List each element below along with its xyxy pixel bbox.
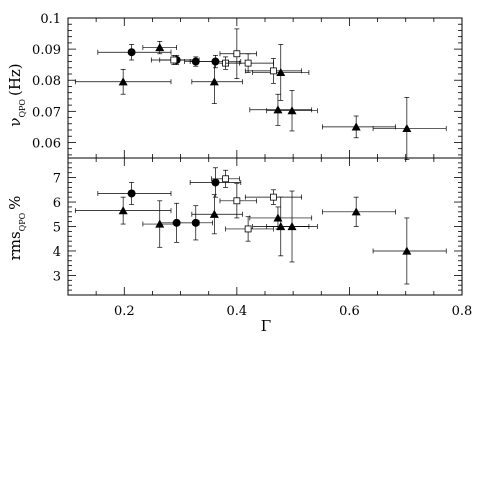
error-bar	[211, 169, 241, 188]
y-tick-label: 7	[53, 172, 61, 187]
error-bar	[322, 196, 396, 227]
triangle-point	[287, 222, 297, 231]
circle-point	[127, 48, 136, 57]
open-square-point	[233, 197, 241, 205]
triangle-point	[351, 207, 361, 216]
circle-point	[211, 57, 220, 66]
triangle-point	[351, 122, 361, 131]
svg-text:rmsQPO%: rmsQPO%	[6, 196, 27, 261]
bottom-ylabel: rmsQPO%	[6, 196, 27, 261]
x-axis-title: Γ	[261, 317, 271, 335]
circle-point	[127, 189, 136, 198]
y-tick-label: 3	[53, 269, 61, 284]
x-tick-label: 0.4	[227, 304, 248, 319]
top-ylabel-unit: (Hz)	[6, 63, 24, 96]
y-tick-label: 5	[53, 221, 61, 236]
y-tick-label: 6	[53, 196, 61, 211]
bottom-ylabel-unit: %	[6, 196, 24, 210]
error-bar	[372, 217, 447, 285]
svg-text:νQPO(Hz): νQPO (Hz)	[6, 63, 27, 126]
y-tick-label: 0.09	[32, 43, 61, 58]
triangle-point	[155, 219, 165, 228]
x-tick-label: 0.8	[452, 304, 473, 319]
triangle-point	[209, 77, 219, 86]
error-bar	[372, 96, 447, 160]
open-square-point	[233, 50, 241, 58]
open-square-point	[170, 56, 178, 64]
top-ylabel: νQPO (Hz)	[6, 63, 27, 126]
top-panel: 0.06 0.07 0.08 0.09 0.1	[32, 12, 463, 160]
triangle-point	[402, 123, 412, 133]
triangle-point	[276, 222, 286, 231]
circle-point	[191, 218, 200, 227]
triangle-point	[273, 105, 283, 114]
triangle-point	[118, 206, 128, 215]
bottom-panel: 0.2 0.4 0.6 0.8 3 4 5 6 7	[53, 157, 473, 319]
y-tick-label: 0.06	[32, 136, 61, 151]
triangle-point	[118, 77, 128, 86]
top-ylabel-symbol: ν	[6, 118, 24, 127]
y-tick-label: 0.08	[32, 74, 61, 89]
triangle-point	[402, 246, 412, 255]
top-ylabel-sub: QPO	[18, 99, 27, 118]
open-square-point	[270, 193, 277, 201]
circle-point	[211, 178, 220, 187]
error-bar	[191, 59, 243, 104]
error-bar	[322, 115, 396, 139]
triangle-point	[287, 106, 297, 115]
open-square-point	[270, 67, 277, 75]
bottom-ylabel-sub: QPO	[18, 212, 27, 231]
x-tick-label: 0.2	[114, 304, 135, 319]
plot-frame	[67, 17, 463, 159]
x-tick-label: 0.6	[339, 304, 360, 319]
y-tick-label: 0.1	[40, 12, 61, 27]
y-tick-label: 4	[53, 245, 61, 260]
bottom-ylabel-symbol: rms	[6, 231, 24, 260]
triangle-point	[273, 213, 283, 222]
open-square-point	[222, 175, 230, 183]
triangle-point	[209, 209, 219, 218]
triangle-point	[276, 67, 286, 77]
open-square-point	[244, 59, 252, 67]
open-square-point	[244, 225, 252, 233]
y-tick-label: 0.07	[32, 105, 61, 120]
triangle-point	[155, 43, 165, 52]
